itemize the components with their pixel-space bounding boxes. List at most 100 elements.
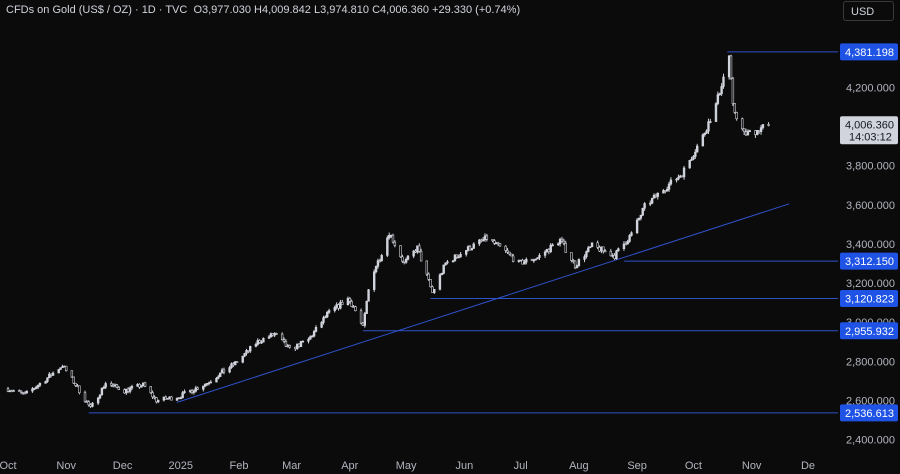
candle: [85, 400, 89, 403]
candle: [179, 396, 182, 400]
candle: [324, 315, 327, 319]
candle-body: [585, 251, 588, 258]
candle: [652, 193, 656, 199]
candle-body: [151, 392, 154, 398]
candle-body: [575, 265, 579, 269]
candle: [31, 386, 34, 393]
candle-body: [348, 298, 351, 302]
candle: [249, 345, 252, 354]
candle: [202, 385, 205, 392]
candle: [641, 207, 644, 217]
candle-body: [153, 396, 156, 399]
candle: [418, 243, 421, 253]
candle: [600, 246, 603, 254]
y-tick-label: 3,600.000: [846, 200, 895, 212]
candle: [320, 321, 323, 329]
candle: [701, 133, 705, 147]
candle: [626, 239, 629, 245]
candle-body: [466, 246, 470, 251]
candle: [675, 177, 678, 183]
candle: [483, 233, 487, 242]
candle-body: [38, 383, 42, 386]
candle: [705, 129, 708, 135]
candle: [350, 299, 353, 308]
candle-body: [243, 353, 246, 357]
y-tick-label: 3,200.000: [846, 278, 895, 290]
candle-body: [391, 234, 395, 243]
candle-body: [746, 131, 750, 136]
candle: [74, 382, 77, 387]
candle: [113, 383, 117, 388]
candle-body: [404, 258, 408, 263]
candle: [354, 305, 357, 312]
candle: [480, 238, 483, 243]
candle: [680, 175, 684, 178]
candle: [126, 387, 130, 394]
candle: [536, 257, 539, 260]
candle: [682, 165, 686, 180]
candle-body: [374, 266, 378, 272]
candle: [510, 253, 513, 257]
candle: [361, 322, 365, 326]
candle-body: [128, 387, 132, 392]
candle-body: [641, 207, 644, 216]
last-price-box: [840, 116, 898, 145]
candle: [23, 391, 27, 395]
candle-body: [230, 363, 233, 368]
candle-body: [256, 340, 259, 345]
candle-body: [558, 238, 562, 245]
open-value: O3,977.030: [193, 4, 251, 16]
currency-button[interactable]: USD: [843, 1, 894, 21]
candle-body: [234, 361, 237, 366]
candle: [192, 389, 196, 395]
candle-body: [63, 365, 66, 368]
candle: [78, 385, 81, 395]
candle-body: [209, 381, 213, 384]
candle: [679, 174, 682, 178]
candle: [504, 245, 507, 254]
candle: [307, 337, 310, 344]
candle: [545, 248, 549, 253]
candle: [491, 238, 494, 243]
candle: [352, 305, 355, 308]
candle-body: [49, 373, 53, 376]
candle-body: [339, 301, 342, 309]
candle-body: [10, 390, 13, 393]
candle-body: [365, 300, 368, 314]
candle: [453, 254, 457, 262]
candle-body: [722, 76, 725, 87]
candle-body: [320, 322, 323, 328]
candle-body: [547, 249, 551, 252]
candle-body: [260, 341, 263, 344]
candle-body: [51, 372, 55, 376]
candle: [741, 117, 744, 131]
candle-body: [761, 124, 765, 128]
chart-legend: CFDs on Gold (US$ / OZ) · 1D · TVC O3,97…: [6, 4, 520, 16]
candle: [98, 394, 102, 400]
candle: [142, 382, 145, 387]
candle: [558, 237, 562, 247]
candle: [596, 240, 599, 250]
candle: [694, 149, 697, 159]
candle: [19, 390, 23, 395]
candle-body: [510, 253, 513, 257]
candle: [603, 249, 607, 253]
candle-body: [508, 251, 511, 255]
candle: [557, 242, 560, 246]
candle: [247, 350, 250, 354]
candle-body: [386, 237, 389, 256]
candle: [111, 383, 115, 388]
candle: [429, 279, 432, 288]
candle-body: [312, 331, 316, 337]
candle: [269, 332, 273, 338]
candle: [143, 381, 147, 388]
candle: [100, 387, 104, 396]
candle: [378, 258, 382, 263]
candle: [442, 264, 445, 275]
candle-body: [675, 178, 678, 181]
candle: [662, 188, 665, 194]
candle-body: [718, 93, 721, 95]
candle: [256, 338, 259, 346]
candle-body: [157, 399, 160, 403]
